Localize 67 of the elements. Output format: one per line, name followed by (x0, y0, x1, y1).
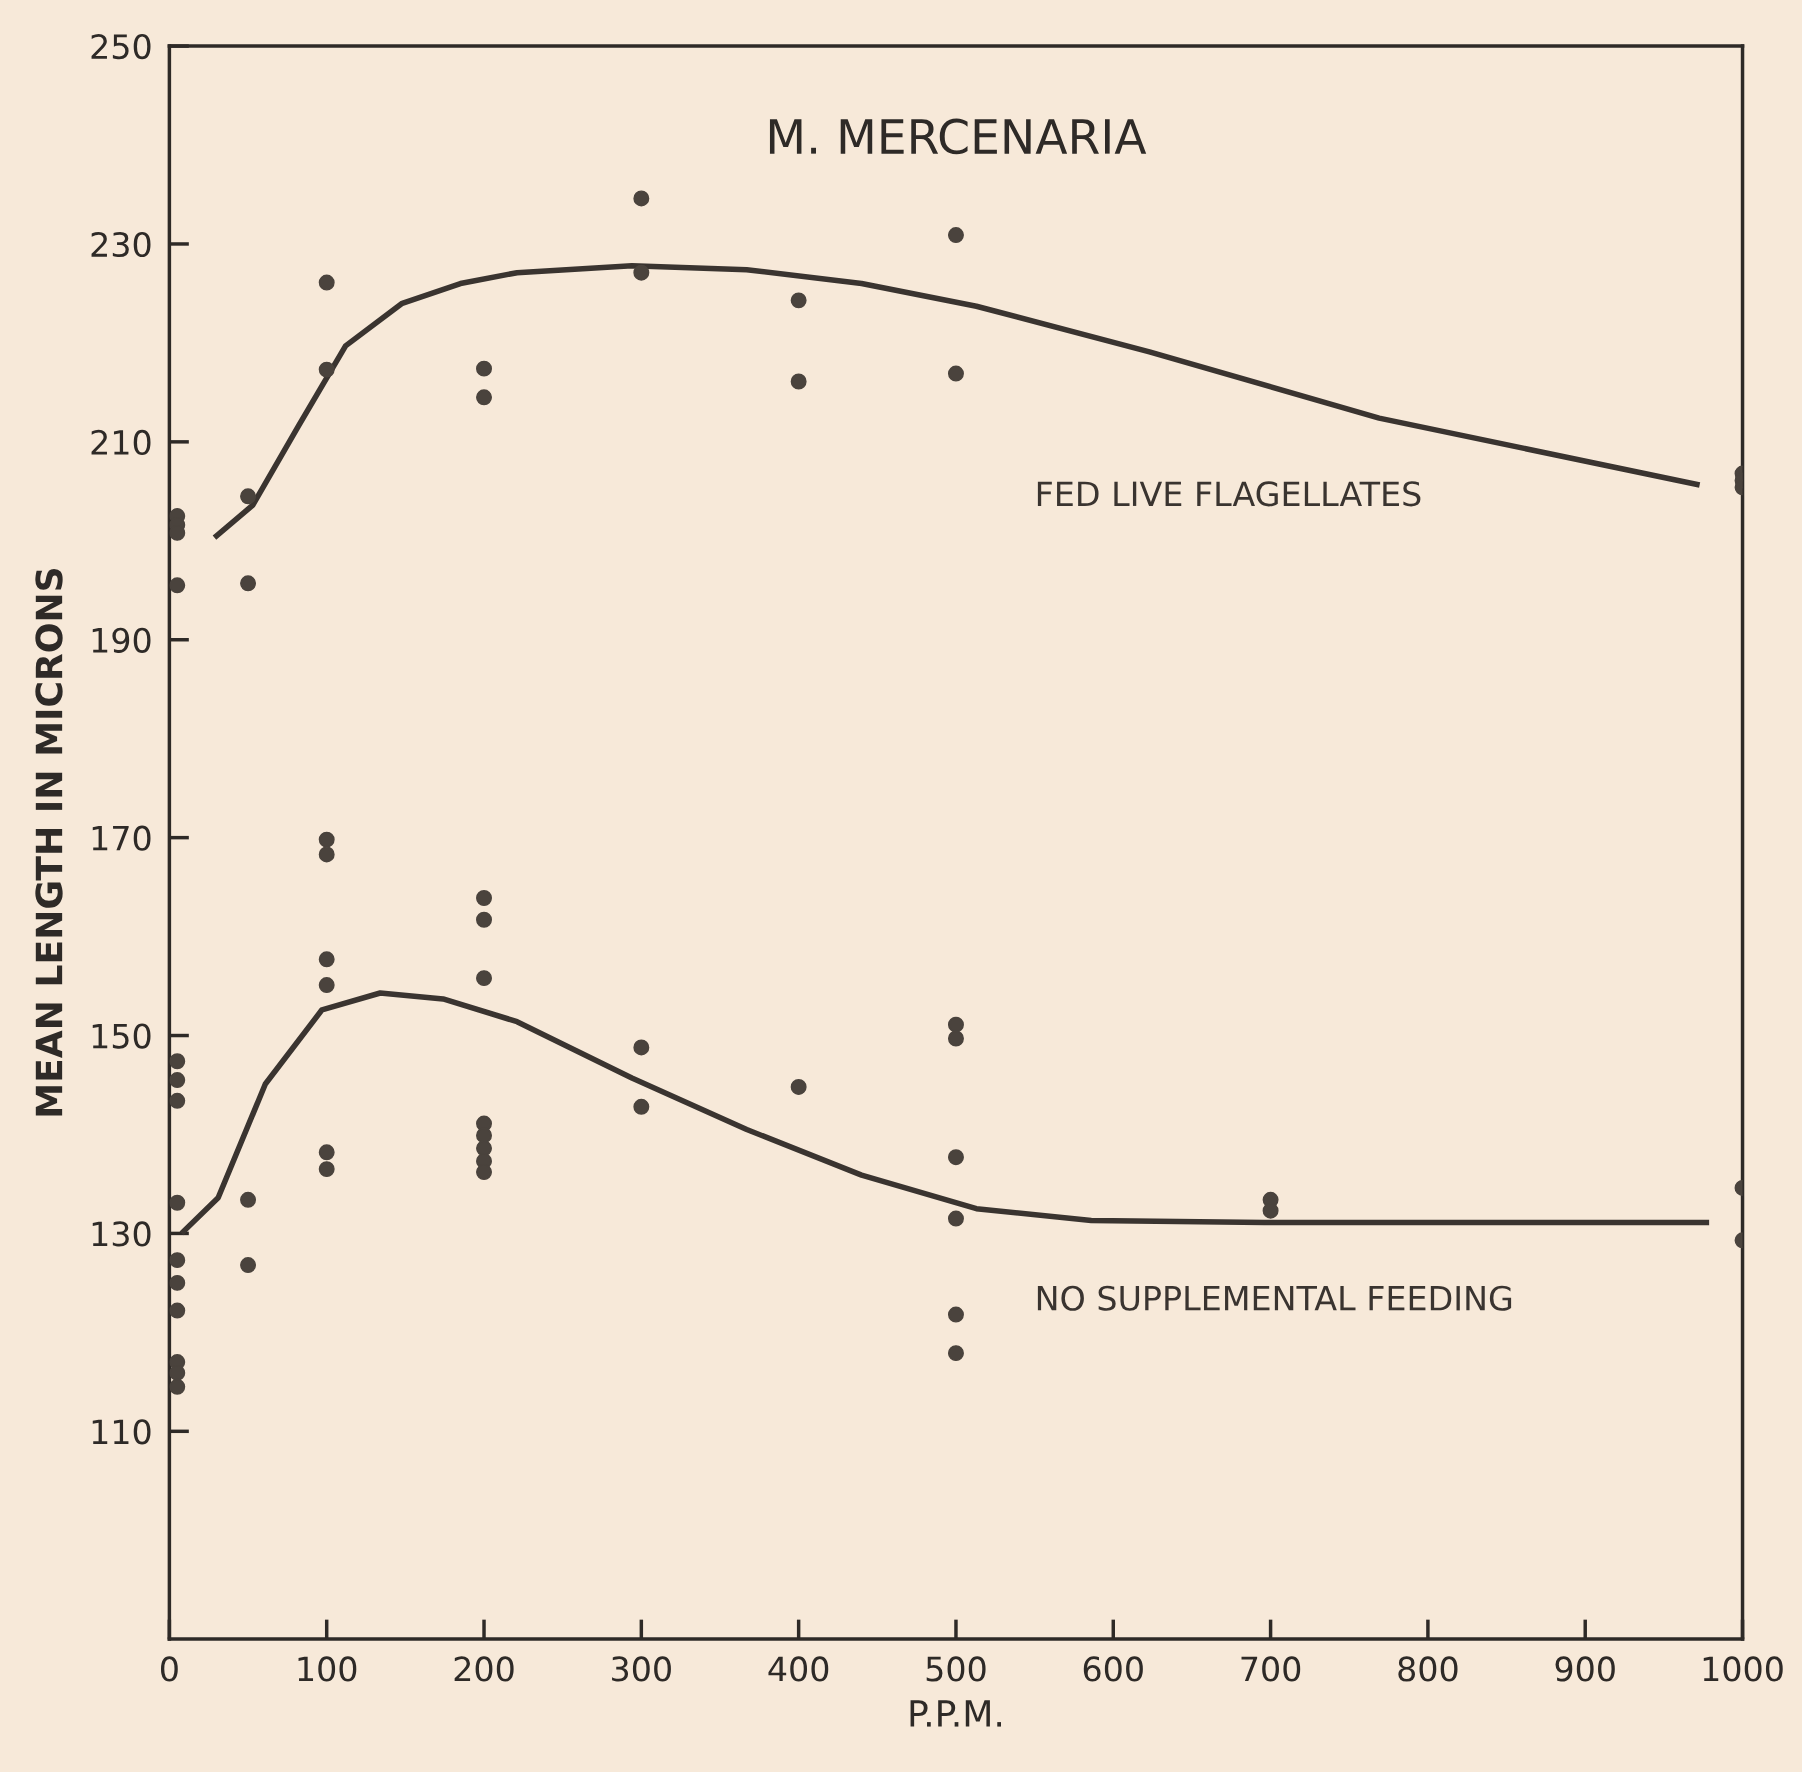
point (169, 1378, 186, 1395)
y-axis-title: MEAN LENGTH IN MICRONS (35, 568, 63, 1116)
point (476, 890, 492, 906)
point (318, 977, 335, 994)
x-tick-label: 1000 (1703, 1656, 1783, 1682)
point (169, 1274, 186, 1291)
point (318, 1161, 335, 1178)
x-tick-label: 100 (298, 1656, 357, 1682)
series-label: FED LIVE FLAGELLATES (1037, 481, 1421, 507)
point (947, 1016, 964, 1033)
point (169, 1072, 186, 1089)
y-tick-label: 130 (92, 1221, 151, 1247)
point (633, 264, 650, 281)
point (169, 1194, 186, 1211)
point (476, 1127, 492, 1144)
point (169, 1092, 186, 1109)
point (947, 227, 964, 244)
point (947, 1210, 964, 1227)
point (169, 577, 186, 594)
point (790, 1079, 807, 1095)
point (947, 1345, 964, 1362)
x-tick-label: 600 (1083, 1656, 1143, 1682)
point (476, 970, 492, 987)
point (947, 1030, 964, 1047)
point (240, 575, 257, 592)
series-label: NO SUPPLEMENTAL FEEDING (1037, 1285, 1512, 1311)
y-tick-label: 170 (92, 825, 151, 851)
x-tick-label: 800 (1398, 1656, 1458, 1682)
point (633, 1039, 650, 1056)
point (947, 1306, 964, 1323)
y-tick-label: 210 (91, 429, 151, 455)
point (633, 190, 650, 207)
point (790, 373, 807, 390)
x-tick-label: 500 (926, 1656, 986, 1682)
y-tick-label: 190 (92, 627, 151, 653)
point (476, 389, 492, 406)
y-tick-label: 230 (91, 231, 151, 258)
point (169, 1302, 186, 1319)
point (169, 1252, 186, 1269)
point (318, 951, 335, 968)
x-tick-label: 700 (1241, 1656, 1301, 1682)
point (476, 360, 492, 377)
x-tick-label: 900 (1555, 1656, 1615, 1682)
point (240, 1191, 257, 1208)
point (947, 1149, 964, 1166)
point (790, 292, 807, 309)
point (947, 365, 964, 382)
point (318, 274, 335, 291)
x-tick-label: 400 (768, 1656, 829, 1682)
point (240, 1257, 257, 1274)
point (476, 1164, 492, 1181)
point (318, 831, 335, 848)
point (318, 1144, 335, 1161)
point (318, 846, 335, 863)
point (633, 1098, 650, 1115)
text: M. MERCENARIA (769, 118, 1147, 155)
point (240, 488, 257, 505)
point (318, 361, 335, 378)
point (169, 1053, 186, 1070)
y-tick-label: 250 (91, 34, 151, 60)
x-tick-label: 300 (612, 1656, 671, 1682)
x-axis-title: P.P.M. (910, 1700, 1001, 1727)
x-tick-label: 0 (160, 1656, 178, 1682)
point (476, 911, 492, 928)
y-tick-label: 110 (92, 1419, 151, 1445)
x-tick-label: 200 (454, 1656, 514, 1682)
y-tick-label: 150 (92, 1023, 151, 1049)
